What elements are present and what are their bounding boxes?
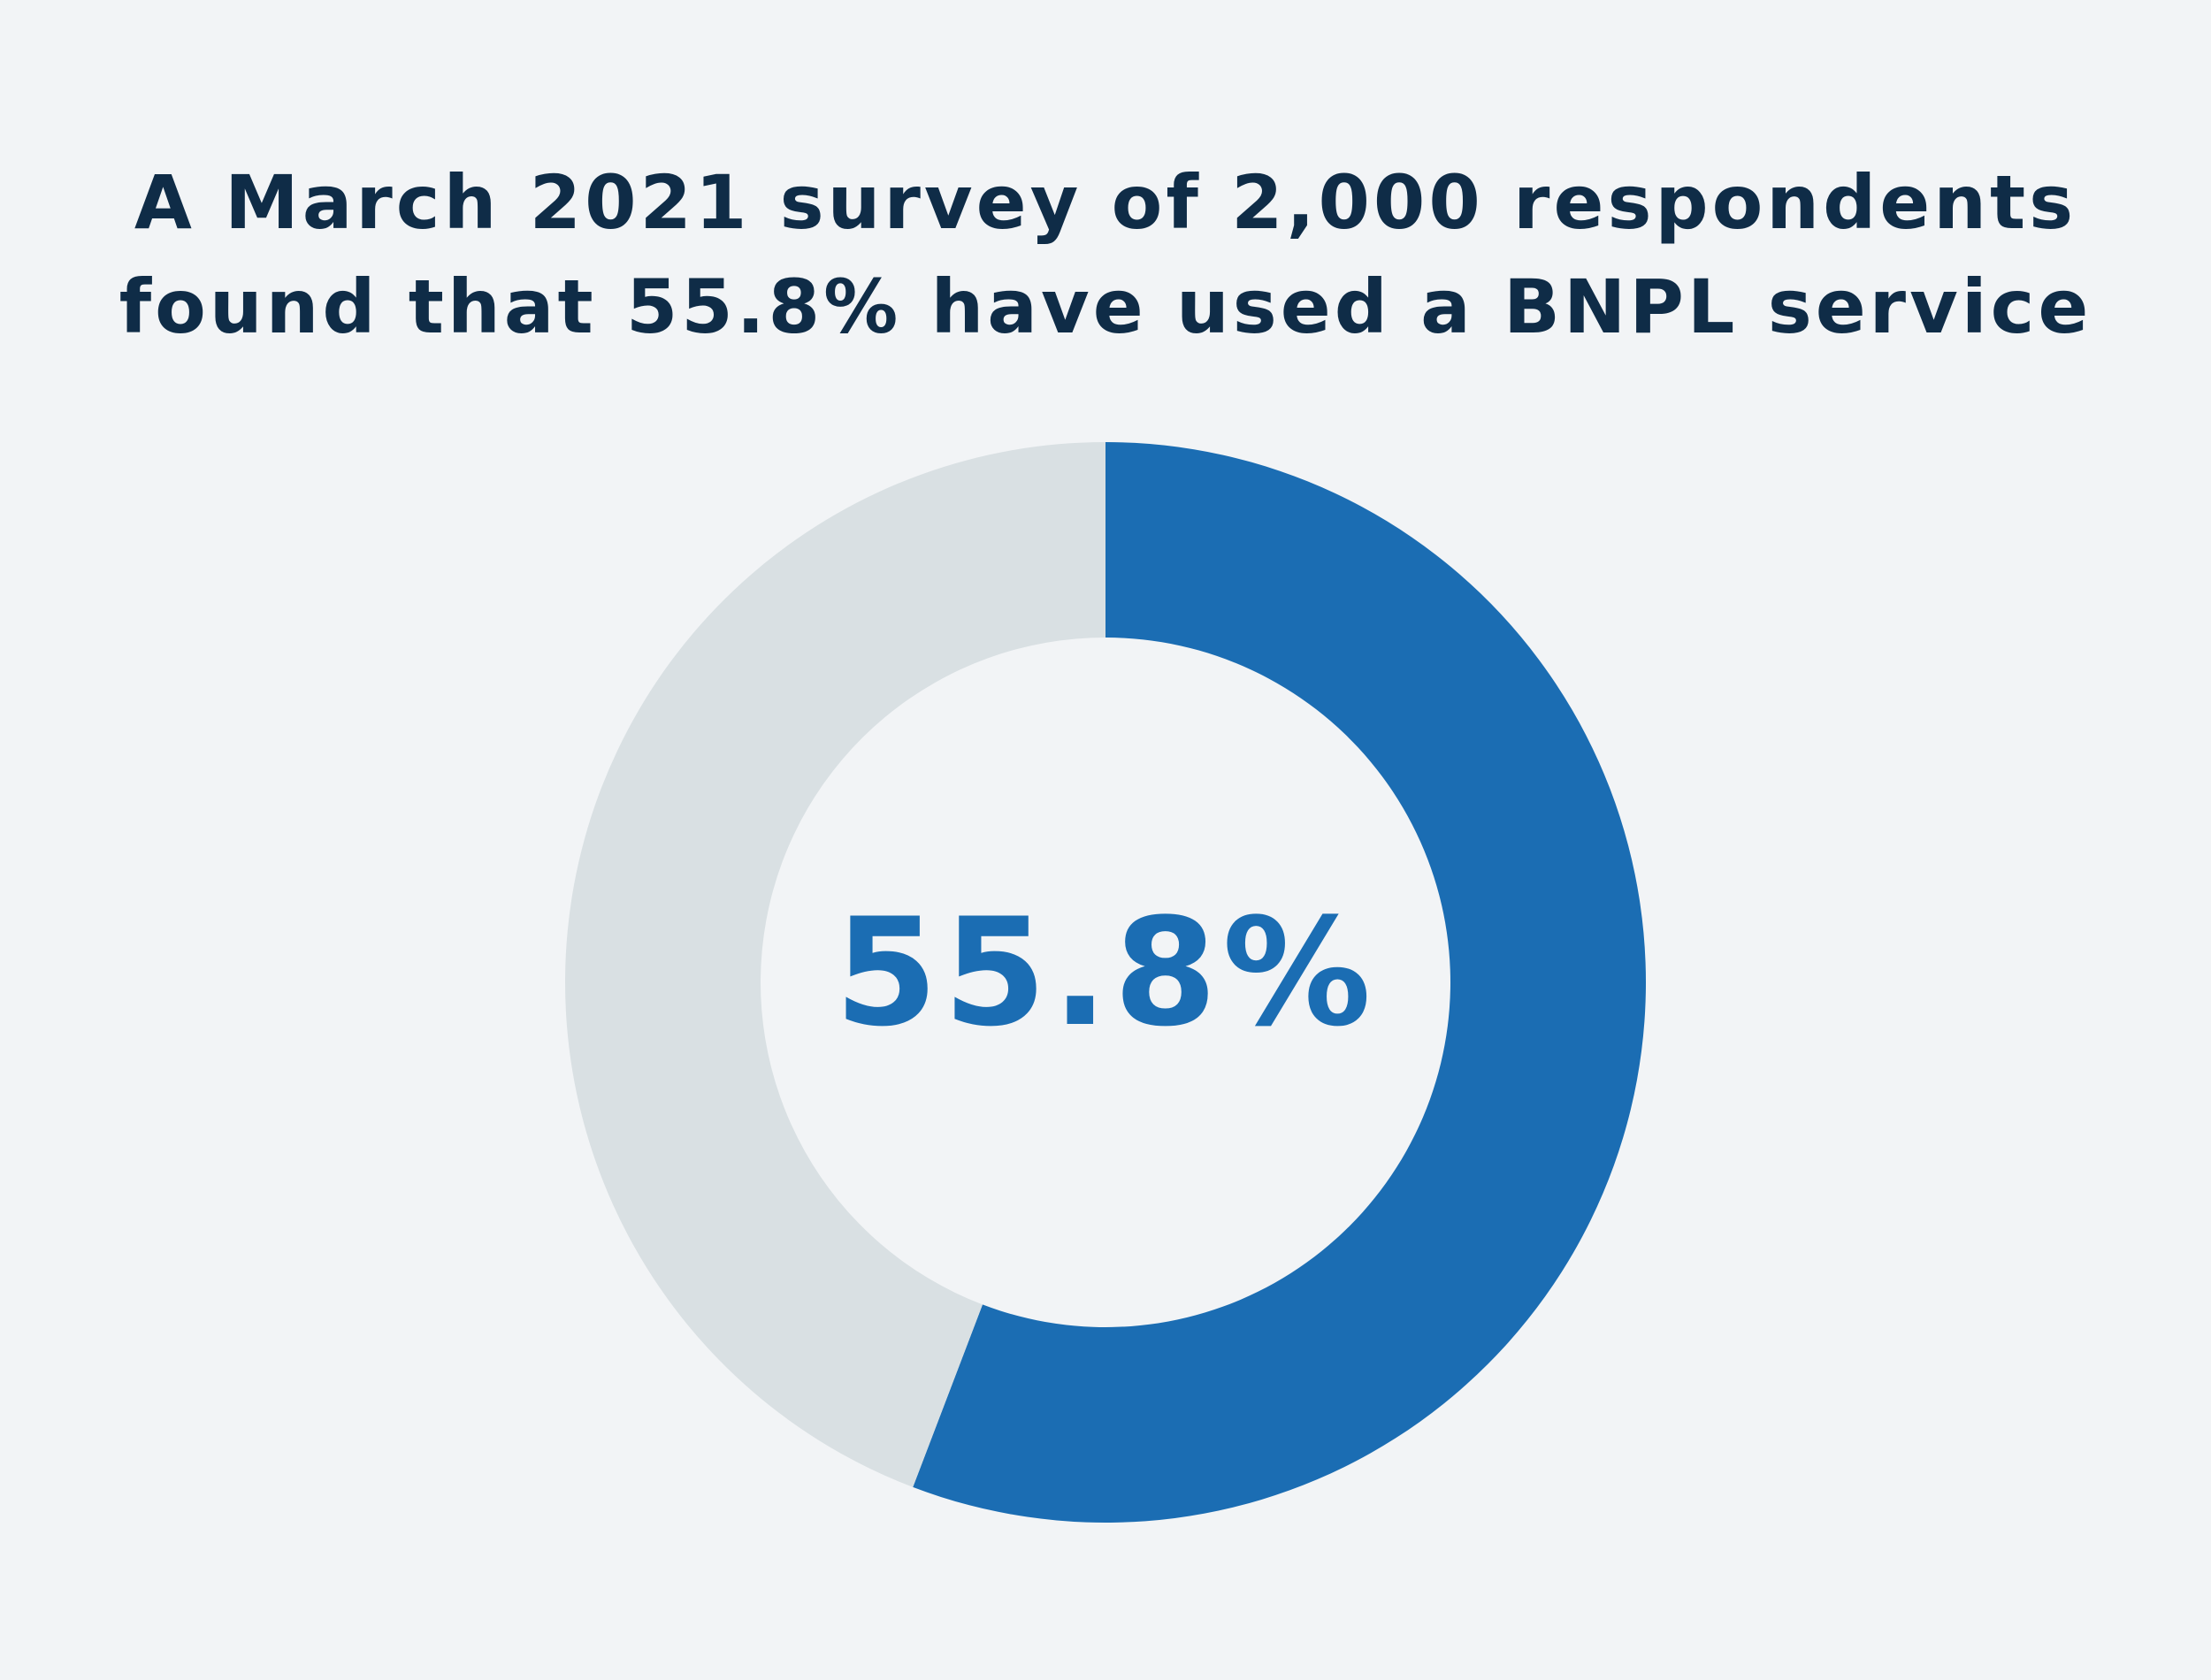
donut-slice-0 (913, 442, 1646, 1523)
chart-title: A March 2021 survey of 2,000 respondents… (0, 150, 2211, 359)
center-label: 55.8% (835, 886, 1377, 1059)
title-line-1: A March 2021 survey of 2,000 respondents (134, 159, 2077, 246)
title-line-2: found that 55.8% have used a BNPL servic… (119, 263, 2092, 350)
donut-slice-1 (564, 441, 1106, 1487)
